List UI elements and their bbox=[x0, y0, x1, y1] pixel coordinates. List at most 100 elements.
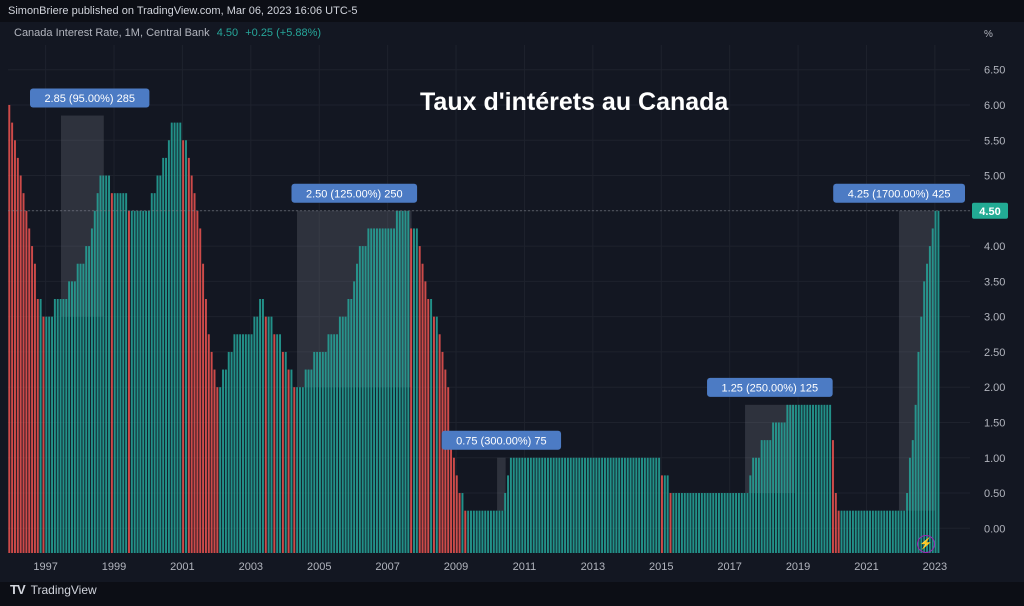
rate-bar bbox=[270, 316, 273, 553]
rate-bar bbox=[561, 457, 564, 553]
x-tick-label: 1997 bbox=[33, 561, 57, 573]
rate-bar bbox=[780, 422, 783, 553]
y-tick-label: 2.50 bbox=[984, 347, 1005, 359]
rate-bar bbox=[752, 457, 755, 553]
rate-bar bbox=[16, 157, 19, 553]
rate-bar bbox=[860, 510, 863, 553]
y-tick-label: 3.00 bbox=[984, 312, 1005, 324]
rate-bar bbox=[290, 369, 293, 553]
rate-bar bbox=[820, 404, 823, 553]
annotation-label-box bbox=[30, 88, 150, 108]
x-tick-label: 2007 bbox=[375, 561, 399, 573]
rate-bar bbox=[823, 404, 826, 553]
lightning-icon[interactable]: ⚡ bbox=[917, 535, 935, 553]
rate-bar bbox=[430, 299, 433, 553]
x-tick-label: 2011 bbox=[513, 561, 537, 573]
rate-bar bbox=[717, 493, 720, 553]
rate-bar bbox=[492, 510, 495, 553]
rate-bar bbox=[222, 369, 225, 553]
rate-bar bbox=[874, 510, 877, 553]
rate-bar bbox=[39, 299, 42, 553]
rate-bar bbox=[341, 316, 344, 553]
rate-bar bbox=[324, 351, 327, 553]
rate-bar bbox=[931, 228, 934, 553]
rate-bar bbox=[398, 210, 401, 554]
rate-bar bbox=[829, 404, 832, 553]
rate-bar bbox=[401, 210, 404, 554]
rate-bar bbox=[136, 210, 139, 554]
rate-bar bbox=[481, 510, 484, 553]
rate-bar bbox=[920, 316, 923, 553]
rate-bar bbox=[33, 263, 36, 553]
rate-bar bbox=[48, 316, 51, 553]
rate-bar bbox=[484, 510, 487, 553]
rate-bar bbox=[869, 510, 871, 553]
rate-bar bbox=[455, 475, 458, 553]
y-tick-label: 6.50 bbox=[984, 65, 1005, 77]
rate-bar bbox=[336, 334, 339, 553]
rate-bar bbox=[71, 281, 73, 553]
rate-bar bbox=[566, 457, 569, 553]
rate-bar bbox=[917, 351, 920, 553]
rate-bar bbox=[706, 493, 709, 553]
symbol-legend[interactable]: Canada Interest Rate, 1M, Central Bank 4… bbox=[14, 27, 321, 39]
rate-bar bbox=[487, 510, 490, 553]
rate-bar bbox=[555, 457, 558, 553]
rate-bar bbox=[384, 228, 387, 553]
rate-bar bbox=[757, 457, 760, 553]
rate-bar bbox=[598, 457, 601, 553]
rate-bar bbox=[524, 457, 527, 553]
rate-bar bbox=[772, 422, 775, 553]
rate-bar bbox=[658, 457, 661, 553]
rate-bar bbox=[737, 493, 740, 553]
rate-bar bbox=[546, 457, 549, 553]
rate-bar bbox=[173, 122, 176, 553]
rate-bar bbox=[849, 510, 852, 553]
rate-bar bbox=[347, 299, 350, 553]
rate-bar bbox=[817, 404, 820, 553]
rate-bar bbox=[344, 316, 347, 553]
rate-bar bbox=[159, 175, 162, 553]
rate-bar bbox=[680, 493, 683, 553]
rate-bar bbox=[373, 228, 376, 553]
x-tick-label: 2021 bbox=[854, 561, 878, 573]
rate-bar bbox=[108, 175, 111, 553]
rate-bar bbox=[31, 246, 34, 554]
annotation-label: 0.75 (300.00%) 75 bbox=[456, 435, 547, 447]
rate-bar bbox=[467, 510, 470, 553]
rate-bar bbox=[572, 457, 575, 553]
rate-bar bbox=[424, 281, 427, 553]
rate-bar bbox=[356, 263, 358, 553]
last-value: 4.50 bbox=[216, 27, 239, 39]
rate-bar bbox=[786, 404, 789, 553]
rate-bar bbox=[187, 157, 190, 553]
annotation-label-box bbox=[291, 183, 418, 203]
rate-bar bbox=[224, 369, 227, 553]
brand-footer[interactable]: TV TradingView bbox=[10, 582, 97, 597]
rate-bar bbox=[14, 140, 16, 553]
rate-bar bbox=[592, 457, 595, 553]
rate-bar bbox=[749, 475, 752, 553]
rate-bar bbox=[244, 334, 247, 553]
rate-bar bbox=[937, 210, 940, 554]
rate-bar bbox=[498, 510, 501, 553]
rate-bar bbox=[783, 422, 786, 553]
rate-bar bbox=[623, 457, 626, 553]
rate-bar bbox=[361, 246, 364, 554]
rate-bar bbox=[73, 281, 76, 553]
rate-bar bbox=[629, 457, 632, 553]
rate-bar bbox=[541, 457, 544, 553]
rate-bar bbox=[93, 210, 96, 554]
rate-bar bbox=[42, 316, 45, 553]
rate-bar bbox=[646, 457, 649, 553]
brand-name: TradingView bbox=[30, 582, 97, 597]
y-tick-label: 6.00 bbox=[984, 100, 1005, 112]
rate-bar bbox=[130, 210, 133, 554]
rate-bar bbox=[854, 510, 857, 553]
rate-bar bbox=[900, 510, 903, 553]
rate-bar bbox=[51, 316, 54, 553]
rate-bar bbox=[299, 387, 301, 553]
rate-bar bbox=[740, 493, 743, 553]
rate-bar bbox=[908, 457, 911, 553]
